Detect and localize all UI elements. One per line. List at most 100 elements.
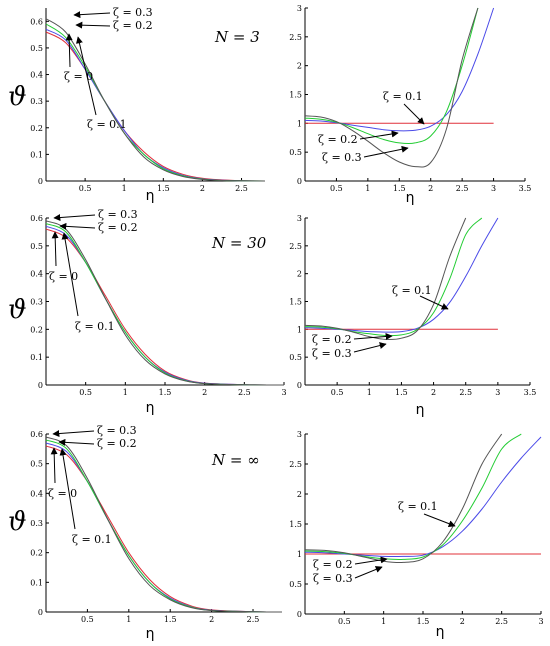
y-tick-label: 2 bbox=[297, 270, 302, 279]
series-line-0.2 bbox=[45, 23, 266, 182]
arrow-zeta-02-r3l bbox=[58, 438, 95, 446]
y-tick-label: 1 bbox=[297, 550, 302, 559]
y-tick-label: 0 bbox=[297, 177, 302, 186]
arrow-zeta-01-r1r bbox=[403, 103, 425, 125]
y-tick-label: 0 bbox=[297, 610, 302, 619]
arrow-zeta-02-r2r bbox=[353, 333, 393, 340]
x-axis-label-r3-left: η bbox=[146, 626, 155, 642]
x-tick-label: 2.5 bbox=[495, 617, 508, 626]
y-tick-label: 0.3 bbox=[30, 519, 43, 528]
x-tick-label: 2 bbox=[431, 388, 436, 397]
x-tick-label: 2.5 bbox=[238, 388, 251, 397]
n-label-row3: N = ∞ bbox=[211, 451, 260, 469]
arrow-zeta-03-r3l bbox=[52, 430, 95, 438]
annotation-zeta-03-r2l: ζ = 0.3 bbox=[98, 208, 138, 221]
x-tick-label: 2 bbox=[209, 615, 214, 624]
series-line-0.1 bbox=[304, 217, 499, 333]
x-tick-label: 3.5 bbox=[524, 388, 537, 397]
y-tick-label: 0.6 bbox=[30, 17, 43, 26]
arrow-zeta-01-r3l bbox=[59, 448, 76, 530]
annotation-zeta-01-r2r: ζ = 0.1 bbox=[392, 284, 432, 297]
y-axis-label-row1: ϑ bbox=[8, 82, 27, 112]
x-tick-label: 3 bbox=[281, 388, 286, 397]
arrow-zeta-02-r3r bbox=[354, 556, 388, 565]
x-tick-label: 1 bbox=[123, 388, 128, 397]
x-tick-label: 3 bbox=[538, 617, 543, 626]
series-line-0.3 bbox=[45, 436, 283, 613]
x-tick-label: 1 bbox=[367, 388, 372, 397]
x-tick-label: 1 bbox=[381, 617, 386, 626]
y-tick-label: 3 bbox=[297, 430, 302, 439]
y-tick-label: 0.5 bbox=[30, 44, 43, 53]
arrow-zeta-0-r2l bbox=[51, 231, 59, 267]
y-tick-label: 0 bbox=[38, 177, 43, 186]
x-tick-label: 1 bbox=[122, 184, 127, 193]
x-axis-label-r2-left: η bbox=[146, 400, 155, 416]
x-axis-label-r1-left: η bbox=[146, 188, 155, 204]
y-tick-label: 0 bbox=[38, 608, 43, 617]
arrow-zeta-01-r3r bbox=[423, 513, 456, 527]
y-tick-label: 0.4 bbox=[30, 489, 43, 498]
arrow-zeta-02-r1r bbox=[359, 130, 399, 140]
annotation-zeta-01-r2l: ζ = 0.1 bbox=[75, 320, 115, 333]
y-tick-label: 0.3 bbox=[30, 298, 43, 307]
y-tick-label: 1.5 bbox=[289, 91, 302, 100]
y-tick-label: 0.4 bbox=[30, 270, 43, 279]
annotation-zeta-01-r3r: ζ = 0.1 bbox=[398, 500, 438, 513]
y-tick-label: 2 bbox=[297, 490, 302, 499]
x-tick-label: 1.5 bbox=[157, 184, 170, 193]
panel-1: 0 0.1 0.2 0.3 0.4 0.5 0.6 0.5 1 1.5 2 2.5 bbox=[30, 8, 266, 193]
arrow-zeta-03-r3r bbox=[354, 566, 383, 579]
arrow-zeta-02-r2l bbox=[59, 222, 96, 230]
series-line-0 bbox=[45, 31, 266, 182]
arrow-zeta-03-r2r bbox=[353, 342, 387, 353]
x-tick-label: 0.5 bbox=[331, 388, 344, 397]
series-line-0.2 bbox=[304, 217, 483, 337]
x-tick-label: 2 bbox=[428, 184, 433, 193]
series-line-0.1 bbox=[304, 7, 495, 132]
x-tick-label: 1.5 bbox=[395, 388, 408, 397]
x-axis-label-r3-right: η bbox=[436, 624, 445, 640]
annotation-zeta-0-r1l: ζ = 0 bbox=[64, 70, 93, 83]
series-line-0.2 bbox=[304, 433, 522, 561]
annotation-zeta-03-r1r: ζ = 0.3 bbox=[322, 151, 362, 164]
y-tick-label: 0.5 bbox=[289, 148, 302, 157]
y-tick-label: 2.5 bbox=[289, 33, 302, 42]
panel-2: 0 0.5 1 1.5 2 2.5 3 0.5 1 1.5 2 2.5 3 3.5 bbox=[289, 4, 531, 193]
arrow-zeta-0-r1l bbox=[65, 33, 73, 68]
y-axis-label-row2: ϑ bbox=[8, 295, 27, 325]
annotation-zeta-0-r2l: ζ = 0 bbox=[49, 270, 78, 283]
y-tick-label: 0.1 bbox=[30, 150, 43, 159]
x-tick-label: 3 bbox=[495, 388, 500, 397]
n-label-row1: N = 3 bbox=[214, 28, 260, 46]
y-tick-label: 0.1 bbox=[30, 353, 43, 362]
y-tick-label: 0 bbox=[38, 381, 43, 390]
n-label-row2: N = 30 bbox=[211, 234, 267, 252]
y-tick-label: 1.5 bbox=[289, 520, 302, 529]
annotation-zeta-02-r2l: ζ = 0.2 bbox=[98, 221, 138, 234]
y-tick-label: 0 bbox=[297, 381, 302, 390]
y-tick-label: 0.5 bbox=[289, 580, 302, 589]
y-tick-label: 0.4 bbox=[30, 71, 43, 80]
series-line-0.3 bbox=[304, 7, 479, 168]
annotation-zeta-03-r1l: ζ = 0.3 bbox=[113, 6, 153, 19]
panel-5: 0 0.1 0.2 0.3 0.4 0.5 0.6 0.5 1 1.5 2 2.5 bbox=[30, 430, 283, 624]
y-tick-label: 1 bbox=[297, 325, 302, 334]
annotation-zeta-02-r3l: ζ = 0.2 bbox=[97, 437, 137, 450]
annotation-zeta-01-r1l: ζ = 0.1 bbox=[87, 118, 127, 131]
y-tick-label: 0.6 bbox=[30, 214, 43, 223]
annotation-zeta-02-r3r: ζ = 0.2 bbox=[313, 558, 353, 571]
annotation-zeta-03-r3r: ζ = 0.3 bbox=[313, 572, 353, 585]
y-tick-label: 0.5 bbox=[30, 242, 43, 251]
arrow-zeta-02-r1l bbox=[75, 21, 111, 29]
annotation-zeta-03-r2r: ζ = 0.3 bbox=[312, 347, 352, 360]
y-tick-label: 1 bbox=[297, 119, 302, 128]
x-tick-label: 1.5 bbox=[159, 388, 172, 397]
x-tick-label: 2.5 bbox=[235, 184, 248, 193]
x-tick-label: 2.5 bbox=[247, 615, 260, 624]
x-tick-label: 0.5 bbox=[338, 617, 351, 626]
x-tick-label: 1 bbox=[365, 184, 370, 193]
series-line-0.3 bbox=[304, 217, 467, 341]
y-tick-label: 0.2 bbox=[30, 549, 43, 558]
